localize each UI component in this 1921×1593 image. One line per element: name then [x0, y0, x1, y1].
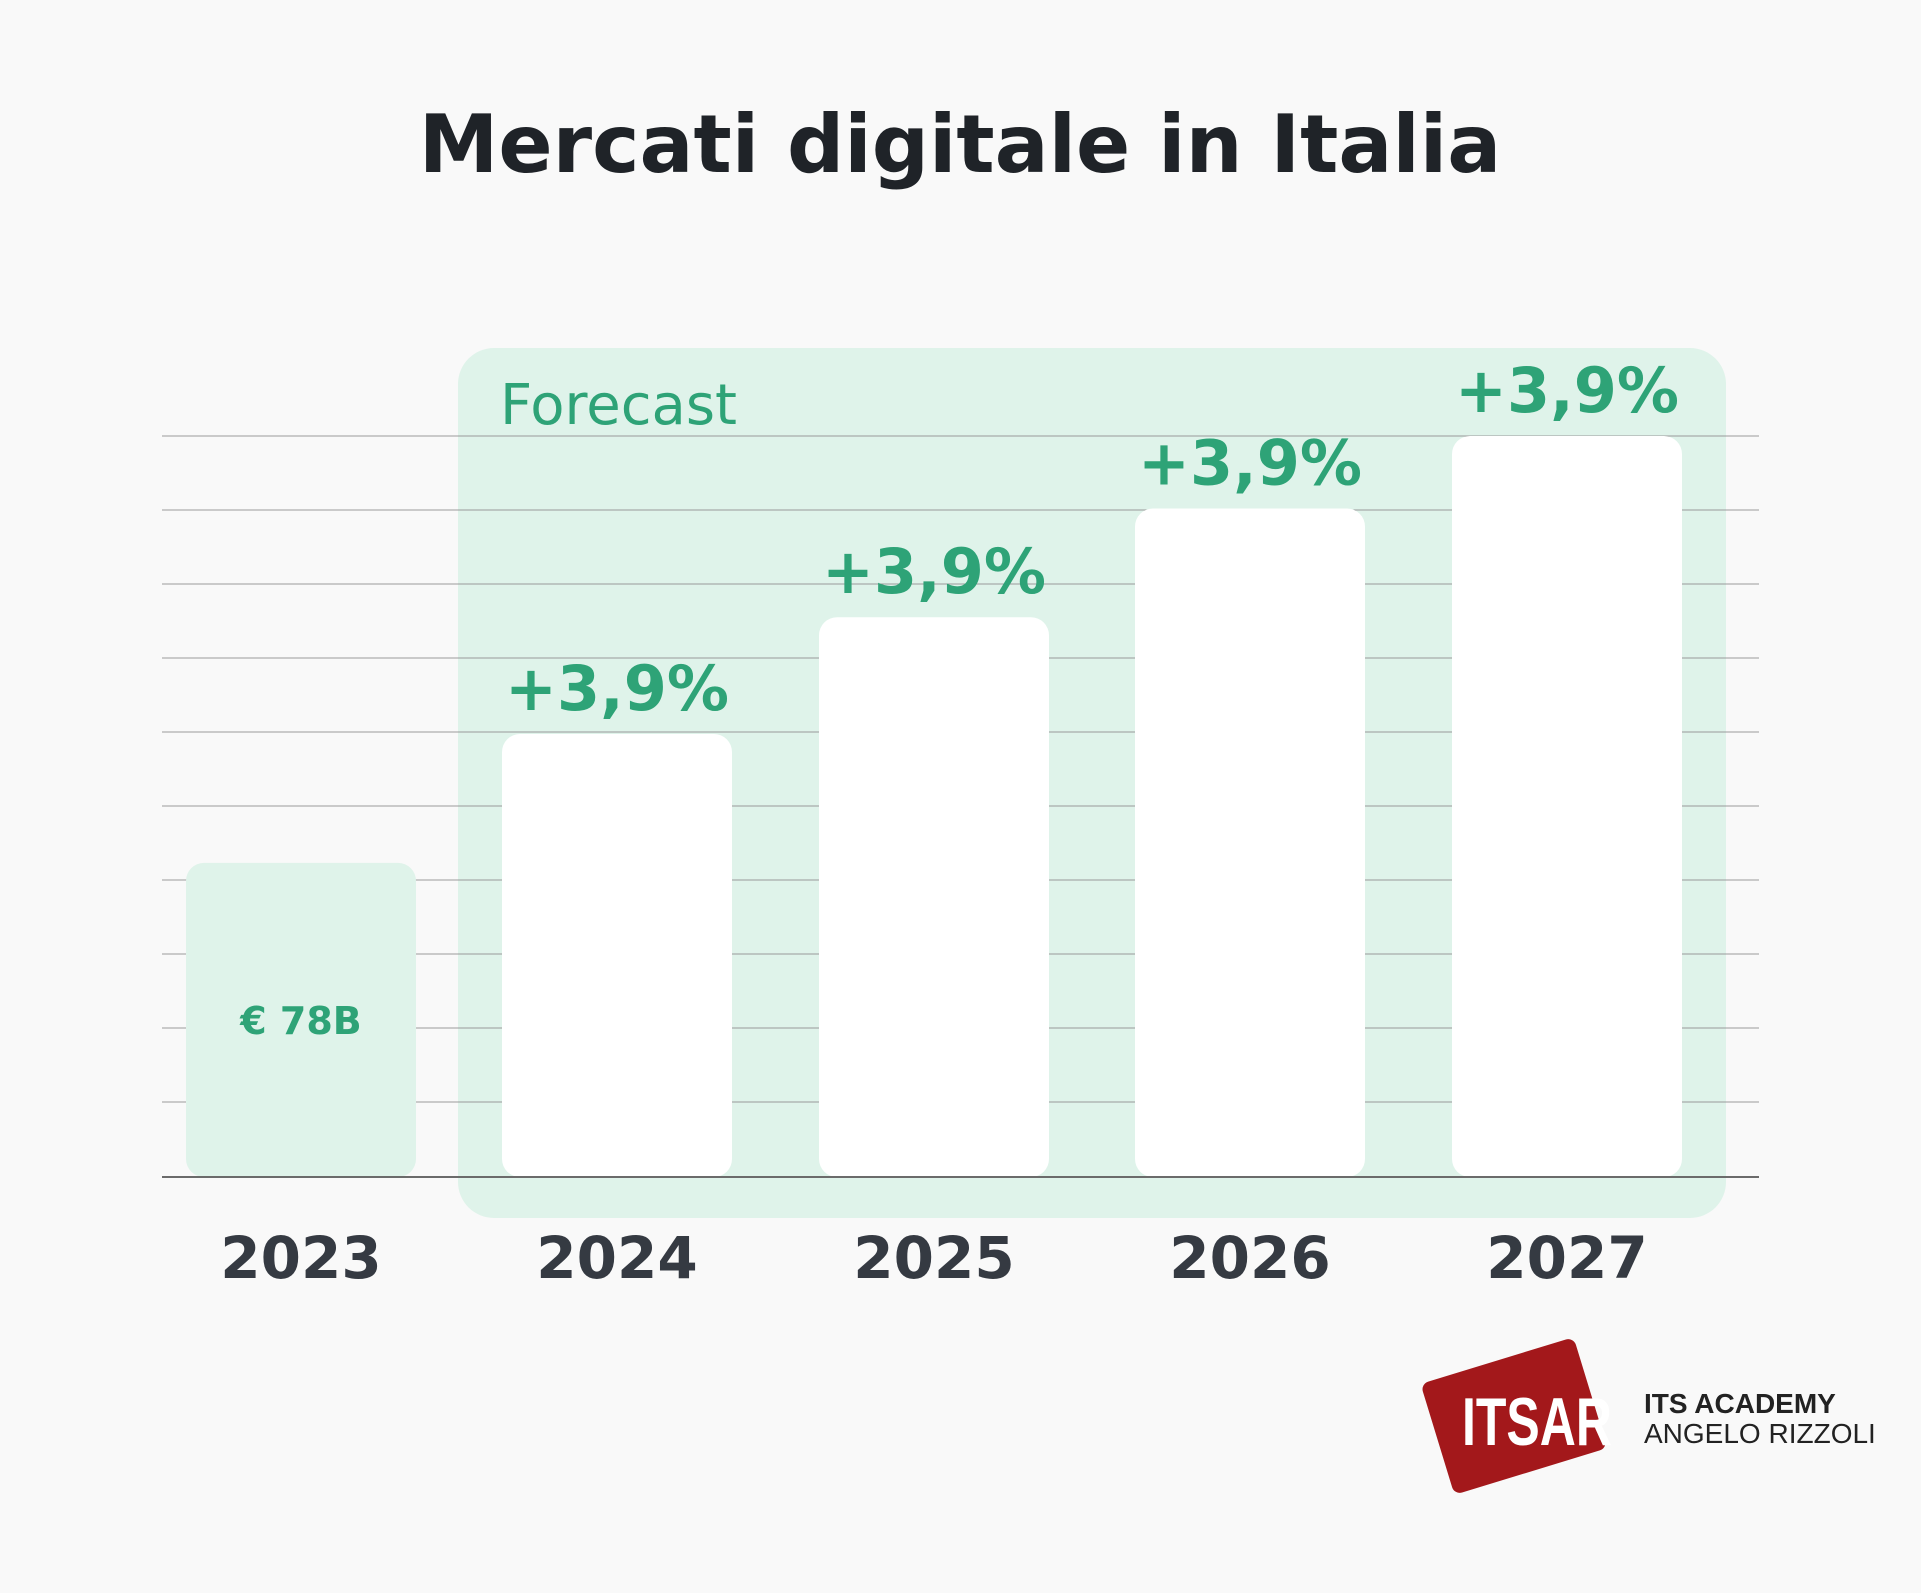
growth-label-2025: +3,9% — [822, 535, 1046, 608]
forecast-label: Forecast — [500, 373, 737, 438]
bar-2024 — [502, 734, 732, 1177]
year-label-2025: 2025 — [853, 1224, 1014, 1292]
bar-2026 — [1135, 508, 1365, 1177]
growth-label-2026: +3,9% — [1138, 426, 1362, 499]
year-label-2024: 2024 — [536, 1224, 697, 1292]
bar-2025 — [819, 617, 1049, 1177]
year-label-2023: 2023 — [220, 1224, 381, 1292]
bar-2027 — [1452, 436, 1682, 1177]
logo-mark: ITSAR — [1462, 1384, 1612, 1460]
logo-line2: ANGELO RIZZOLI — [1644, 1418, 1876, 1449]
itsar-logo: ITSAR ITS ACADEMY ANGELO RIZZOLI — [1422, 1339, 1876, 1493]
chart-title: Mercati digitale in Italia — [419, 98, 1501, 191]
growth-label-2027: +3,9% — [1455, 354, 1679, 427]
year-label-2026: 2026 — [1169, 1224, 1330, 1292]
bars: 2023 € 78B 2024 +3,9% 2025 +3,9% 2026 +3,9% 2027… — [186, 354, 1682, 1292]
bar-2023 — [186, 862, 416, 1177]
logo-line1: ITS ACADEMY — [1644, 1388, 1836, 1419]
year-label-2027: 2027 — [1486, 1224, 1647, 1292]
growth-label-2024: +3,9% — [505, 652, 729, 725]
forecast-panel — [458, 348, 1726, 1218]
value-label-2023: € 78B — [239, 999, 362, 1043]
logo-badge — [1422, 1339, 1606, 1493]
